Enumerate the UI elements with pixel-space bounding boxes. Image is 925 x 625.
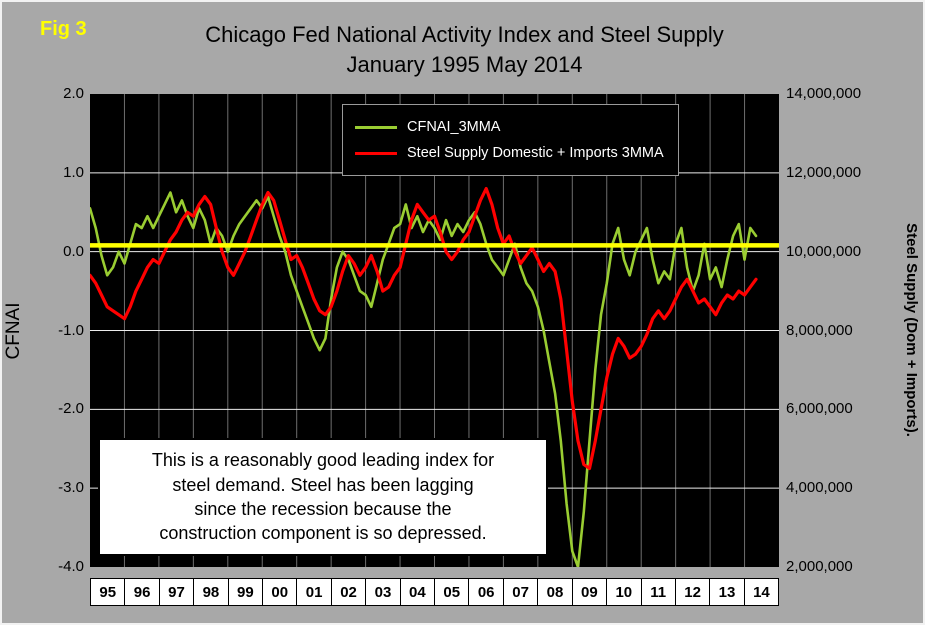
right-tick-6: 2,000,000 [786,558,853,575]
year-label-04: 04 [399,578,436,606]
year-label-09: 09 [571,578,608,606]
year-label-99: 99 [227,578,264,606]
legend: CFNAI_3MMA Steel Supply Domestic + Impor… [342,104,679,176]
steel-line-swatch-icon [355,151,397,155]
right-tick-2: 10,000,000 [786,242,862,260]
right-tick-5: 4,000,000 [786,479,853,497]
left-tick-3: -1.0 [58,321,84,339]
year-label-13: 13 [709,578,745,606]
year-label-08: 08 [537,578,573,606]
year-label-10: 10 [606,578,642,606]
annotation-box: This is a reasonably good leading index … [98,438,548,556]
steel-supply-line [90,186,758,471]
left-tick-2: 0.0 [63,242,84,260]
left-tick-6: -4.0 [58,558,84,575]
chart-title-line1: Chicago Fed National Activity Index and … [205,22,724,47]
left-axis-title: CFNAI [3,302,24,360]
cfnai-line [90,191,758,567]
left-tick-0: 2.0 [63,85,84,102]
year-label-02: 02 [330,578,367,606]
cfnai-line-swatch-icon [355,125,397,129]
right-tick-4: 6,000,000 [786,400,853,418]
legend-label-steel: Steel Supply Domestic + Imports 3MMA [407,145,664,161]
year-label-12: 12 [674,578,711,606]
figure-number: Fig 3 [40,18,87,40]
year-label-11: 11 [640,578,676,606]
chart-title: Chicago Fed National Activity Index and … [2,20,923,79]
left-tick-1: 1.0 [63,163,84,181]
plot-area: CFNAI_3MMA Steel Supply Domestic + Impor… [90,94,779,567]
right-tick-0: 14,000,000 [786,85,862,102]
legend-label-cfnai: CFNAI_3MMA [407,119,501,135]
year-label-07: 07 [502,578,539,606]
legend-item-steel: Steel Supply Domestic + Imports 3MMA [355,140,664,166]
left-axis-ticks: 2.0 1.0 0.0 -1.0 -2.0 -3.0 -4.0 [32,85,84,575]
year-label-00: 00 [262,578,298,606]
left-tick-5: -3.0 [58,479,84,497]
year-label-05: 05 [434,578,470,606]
year-label-98: 98 [193,578,229,606]
right-axis-title: Steel Supply (Dom + Imports). [903,223,920,437]
year-label-14: 14 [743,578,780,606]
legend-item-cfnai: CFNAI_3MMA [355,114,664,140]
year-label-06: 06 [468,578,504,606]
year-label-01: 01 [296,578,332,606]
year-label-95: 95 [90,578,126,606]
year-label-96: 96 [124,578,160,606]
x-axis-year-strip: 95 96 97 98 99 00 01 02 03 04 05 06 07 08 09 10 11 12 13 14 [90,578,780,606]
right-axis-ticks: 14,000,000 12,000,000 10,000,000 8,000,000 6… [786,85,896,575]
chart-title-line2: January 1995 May 2014 [346,51,583,77]
right-tick-1: 12,000,000 [786,163,862,181]
right-tick-3: 8,000,000 [786,321,853,339]
year-label-03: 03 [365,578,401,606]
left-tick-4: -2.0 [58,400,84,418]
year-label-97: 97 [158,578,195,606]
